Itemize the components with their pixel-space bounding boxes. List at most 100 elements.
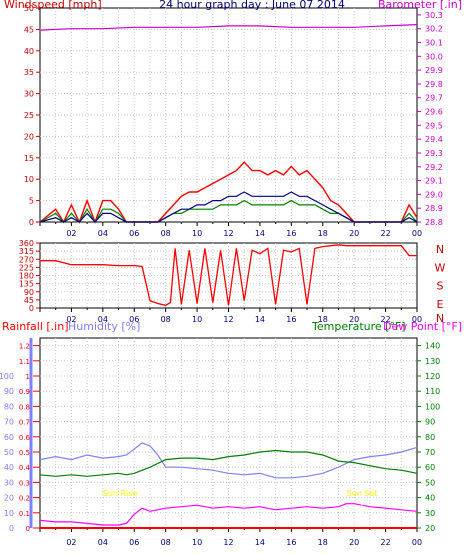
rainfall-tick-label: 0.4 (19, 464, 31, 472)
temperature-x-tick-label: 12 (223, 538, 233, 547)
direction-tick-label: 0 (29, 304, 34, 313)
temperature-tick-label: 30 (425, 509, 435, 518)
barometer-tick-label: 29.1 (425, 177, 443, 186)
barometer-axis-title: Barometer [.in] (378, 0, 462, 11)
wind-x-tick-label: 06 (129, 229, 139, 238)
direction-x-tick-label: 20 (349, 315, 359, 324)
compass-label: S (437, 280, 444, 293)
temperature-plot-area (39, 337, 418, 529)
windspeed-tick-label: 5 (29, 197, 34, 206)
temperature-x-tick-label: 22 (380, 538, 390, 547)
direction-x-tick-label: 02 (66, 315, 76, 324)
windspeed-tick-label: 45 (24, 25, 34, 34)
humidity-tick-label: 40 (4, 463, 14, 472)
humidity-tick-label: 20 (4, 494, 14, 503)
humidity-tick-label: 80 (4, 402, 14, 411)
rainfall-tick-label: 0.6 (19, 434, 31, 442)
barometer-tick-label: 28.9 (425, 204, 443, 213)
barometer-tick-label: 29.4 (425, 135, 443, 144)
barometer-tick-label: 29.8 (425, 80, 443, 89)
dew-point-line (39, 503, 418, 526)
windspeed-tick-label: 15 (24, 154, 34, 163)
temperature-tick-label: 40 (425, 494, 435, 503)
humidity-tick-label: 60 (4, 433, 14, 442)
direction-tick-label: 315 (19, 247, 34, 256)
rainfall-tick-label: 1 (26, 373, 30, 381)
rainfall-tick-label: 0.3 (19, 479, 30, 487)
direction-x-tick-label: 10 (192, 315, 202, 324)
temperature-series: Sun Rise Sun Set (39, 442, 418, 529)
rainfall-axis-title: Rainfall [.in] (2, 320, 69, 333)
direction-series (40, 244, 417, 306)
wind-x-tick-label: 18 (318, 229, 328, 238)
wind-line (39, 199, 418, 224)
direction-x-tick-label: 12 (223, 315, 233, 324)
wind-x-tick-label: 00 (412, 229, 422, 238)
wind-x-tick-label: 16 (286, 229, 296, 238)
rainfall-tick-label: 0.7 (19, 419, 30, 427)
wind-x-tick-label: 10 (192, 229, 202, 238)
direction-tick-label: 90 (24, 288, 34, 297)
humidity-tick-label: 50 (4, 448, 14, 457)
wind-x-tick-label: 12 (223, 229, 233, 238)
windspeed-tick-label: 25 (24, 111, 34, 120)
temperature-x-tick-label: 16 (286, 538, 296, 547)
rainfall-tick-label: 0.9 (19, 388, 30, 396)
barometer-tick-label: 29.0 (425, 190, 443, 199)
humidity-tick-label: 100 (0, 372, 14, 381)
humidity-tick-label: 70 (4, 418, 14, 427)
barometer-line (39, 24, 418, 31)
humidity-tick-label: 90 (4, 387, 14, 396)
temperature-line (39, 449, 418, 477)
humidity-tick-label: 10 (4, 509, 14, 518)
rainfall-tick-label: 0.1 (19, 510, 30, 518)
barometer-tick-label: 30.2 (425, 25, 443, 34)
rainfall-tick-label: 1.2 (19, 343, 30, 351)
temperature-humidity-panel: 2030405060708090100110120130140010203040… (0, 320, 462, 547)
gust-line (39, 161, 418, 225)
temperature-tick-label: 60 (425, 463, 435, 472)
wind-series (39, 24, 418, 225)
rainfall-tick-label: 0.8 (19, 403, 30, 411)
temperature-tick-label: 110 (425, 387, 440, 396)
direction-tick-label: 180 (19, 272, 34, 281)
barometer-tick-label: 30.1 (425, 39, 443, 48)
wind-x-tick-label: 14 (255, 229, 265, 238)
temperature-x-tick-label: 00 (412, 538, 422, 547)
direction-x-tick-label: 00 (412, 315, 422, 324)
barometer-tick-label: 28.8 (425, 218, 443, 227)
direction-x-tick-label: 18 (318, 315, 328, 324)
wind-direction-line (40, 244, 417, 306)
rainfall-tick-label: 0.2 (19, 495, 30, 503)
temperature-tick-label: 140 (425, 342, 440, 351)
barometer-tick-label: 29.7 (425, 94, 443, 103)
windspeed-tick-label: 30 (24, 90, 34, 99)
temperature-tick-label: 70 (425, 448, 435, 457)
temperature-tick-label: 130 (425, 357, 440, 366)
windspeed-tick-label: 35 (24, 68, 34, 77)
direction-x-tick-label: 22 (380, 315, 390, 324)
temperature-tick-label: 20 (425, 524, 435, 533)
humidity-line (39, 442, 418, 479)
wind-x-tick-label: 04 (98, 229, 108, 238)
windspeed-tick-label: 10 (24, 175, 34, 184)
direction-x-tick-label: 14 (255, 315, 265, 324)
temperature-x-tick-label: 08 (161, 538, 171, 547)
barometer-tick-label: 29.2 (425, 163, 443, 172)
compass-label: E (437, 298, 444, 311)
temperature-x-tick-label: 14 (255, 538, 265, 547)
direction-grid (40, 243, 417, 308)
barometer-tick-label: 29.5 (425, 121, 443, 130)
temperature-tick-label: 50 (425, 478, 435, 487)
windspeed-tick-label: 40 (24, 47, 34, 56)
direction-x-tick-label: 08 (161, 315, 171, 324)
windspeed-tick-label: 0 (29, 218, 34, 227)
barometer-tick-label: 29.6 (425, 108, 443, 117)
compass-label: N (436, 243, 444, 256)
wind-x-tick-label: 08 (161, 229, 171, 238)
direction-tick-label: 135 (19, 280, 34, 289)
temperature-x-tick-label: 06 (129, 538, 139, 547)
